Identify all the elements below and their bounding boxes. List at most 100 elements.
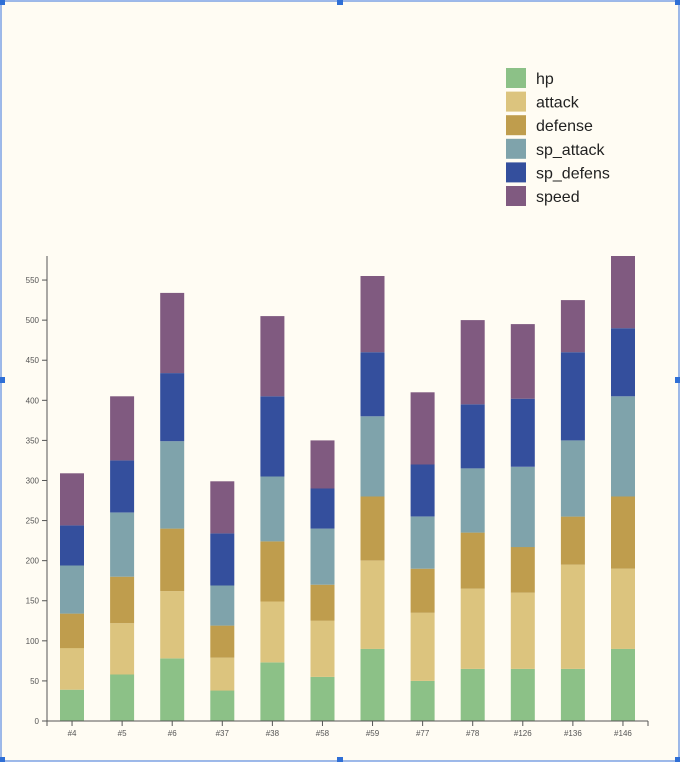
y-tick-label: 200 (26, 557, 40, 566)
bar-segment-attack-38 (260, 601, 285, 663)
bar-segment-defense-6 (160, 528, 185, 592)
bar-segment-attack-77 (410, 612, 435, 681)
bar-segment-sp-attack-4 (60, 565, 84, 614)
x-tick-label: #78 (466, 729, 480, 738)
bar-segment-hp-37 (210, 690, 235, 721)
bar-segment-attack-126 (510, 592, 535, 669)
bar-segment-sp-defens-37 (210, 533, 235, 586)
bar-segment-hp-77 (410, 680, 435, 721)
legend-label-sp-attack: sp_attack (536, 142, 605, 159)
bar-segment-speed-37 (210, 481, 235, 534)
bar-segment-speed-4 (60, 473, 84, 526)
bar-segment-speed-126 (510, 324, 535, 399)
selection-handle-top-left[interactable] (0, 0, 5, 5)
bar-segment-sp-attack-37 (210, 585, 235, 626)
bar-segment-sp-defens-58 (310, 488, 335, 529)
y-tick-label: 350 (26, 436, 40, 445)
bar-segment-attack-146 (611, 568, 635, 649)
selection-handle-left[interactable] (0, 377, 5, 383)
bar-segment-defense-77 (410, 568, 435, 613)
y-tick-label: 300 (26, 476, 40, 485)
bar-segment-hp-136 (560, 668, 585, 721)
selection-handle-right[interactable] (675, 377, 680, 383)
legend-swatch-speed (506, 186, 526, 206)
plot-area (60, 256, 635, 721)
bar-segment-sp-defens-4 (60, 525, 84, 566)
y-tick-label: 100 (26, 637, 40, 646)
legend-swatch-sp-defens (506, 162, 526, 183)
bar-segment-speed-38 (260, 316, 285, 397)
bar-segment-hp-4 (60, 689, 84, 721)
selection-handle-top[interactable] (337, 0, 343, 5)
bar-segment-hp-58 (310, 676, 335, 721)
bar-segment-defense-59 (360, 496, 385, 561)
bar-segment-attack-59 (360, 560, 385, 649)
bar-segment-attack-58 (310, 620, 335, 677)
x-tick-label: #146 (614, 729, 632, 738)
y-tick-label: 150 (26, 597, 40, 606)
legend-label-hp: hp (536, 71, 554, 88)
bar-segment-defense-136 (560, 516, 585, 565)
bar-segment-defense-38 (260, 541, 285, 602)
bar-segment-speed-146 (611, 256, 635, 329)
selection-handle-bottom-right[interactable] (675, 757, 680, 762)
bar-segment-sp-defens-38 (260, 396, 285, 477)
bar-segment-speed-58 (310, 440, 335, 489)
bar-segment-hp-59 (360, 648, 385, 721)
x-tick-label: #6 (168, 729, 177, 738)
selection-handle-bottom[interactable] (337, 757, 343, 762)
selection-handle-top-right[interactable] (675, 0, 680, 5)
bar-segment-speed-136 (560, 300, 585, 353)
bar-segment-sp-attack-58 (310, 528, 335, 585)
bar-segment-attack-136 (560, 564, 585, 669)
legend-label-sp-defens: sp_defens (536, 165, 610, 182)
y-tick-label: 550 (26, 276, 40, 285)
x-tick-label: #4 (68, 729, 77, 738)
y-axis: 0 50 100 150 200 250 300 350 400 450 500 550 (26, 256, 48, 726)
y-tick-label: 450 (26, 356, 40, 365)
x-tick-label: #37 (216, 729, 230, 738)
x-tick-label: #77 (416, 729, 430, 738)
x-axis: #4 #5 #6 #37 #38 #58 #59 #77 #78 #126 #136 #146 (46, 720, 649, 738)
bar-segment-sp-defens-5 (110, 460, 135, 513)
bar-segment-sp-attack-78 (460, 468, 485, 533)
bar-segment-defense-4 (60, 613, 84, 649)
y-tick-label: 500 (26, 316, 40, 325)
x-tick-label: #126 (514, 729, 532, 738)
bar-segment-speed-77 (410, 392, 435, 465)
x-tick-label: #5 (118, 729, 127, 738)
bar-segment-hp-5 (110, 674, 135, 721)
y-tick-label: 250 (26, 517, 40, 526)
bar-segment-defense-37 (210, 625, 235, 658)
legend-swatch-defense (506, 115, 526, 136)
bar-segment-hp-38 (260, 662, 285, 721)
bar-segment-sp-defens-78 (460, 404, 485, 469)
y-tick-label: 400 (26, 396, 40, 405)
y-tick-label: 0 (35, 717, 40, 726)
legend-swatch-sp-attack (506, 138, 526, 159)
bar-segment-sp-defens-136 (560, 352, 585, 441)
legend-label-attack: attack (536, 95, 580, 112)
bar-segment-sp-attack-59 (360, 416, 385, 497)
bar-segment-hp-78 (460, 668, 485, 721)
selection-handle-bottom-left[interactable] (0, 757, 5, 762)
bar-segment-attack-78 (460, 588, 485, 669)
legend-label-defense: defense (536, 118, 593, 135)
bar-segment-attack-6 (160, 591, 185, 659)
x-tick-label: #59 (366, 729, 380, 738)
y-tick-label: 50 (30, 677, 39, 686)
bar-segment-sp-defens-77 (410, 464, 435, 517)
bar-segment-hp-126 (510, 668, 535, 721)
x-tick-label: #58 (316, 729, 330, 738)
bar-segment-sp-attack-146 (611, 396, 635, 497)
x-tick-label: #136 (564, 729, 582, 738)
bar-segment-speed-59 (360, 276, 385, 353)
bar-segment-sp-defens-6 (160, 373, 185, 442)
bar-segment-defense-5 (110, 576, 135, 624)
bar-segment-hp-146 (611, 648, 635, 721)
bar-segment-hp-6 (160, 658, 185, 721)
bar-segment-speed-5 (110, 396, 135, 461)
legend-swatch-attack (506, 91, 526, 112)
